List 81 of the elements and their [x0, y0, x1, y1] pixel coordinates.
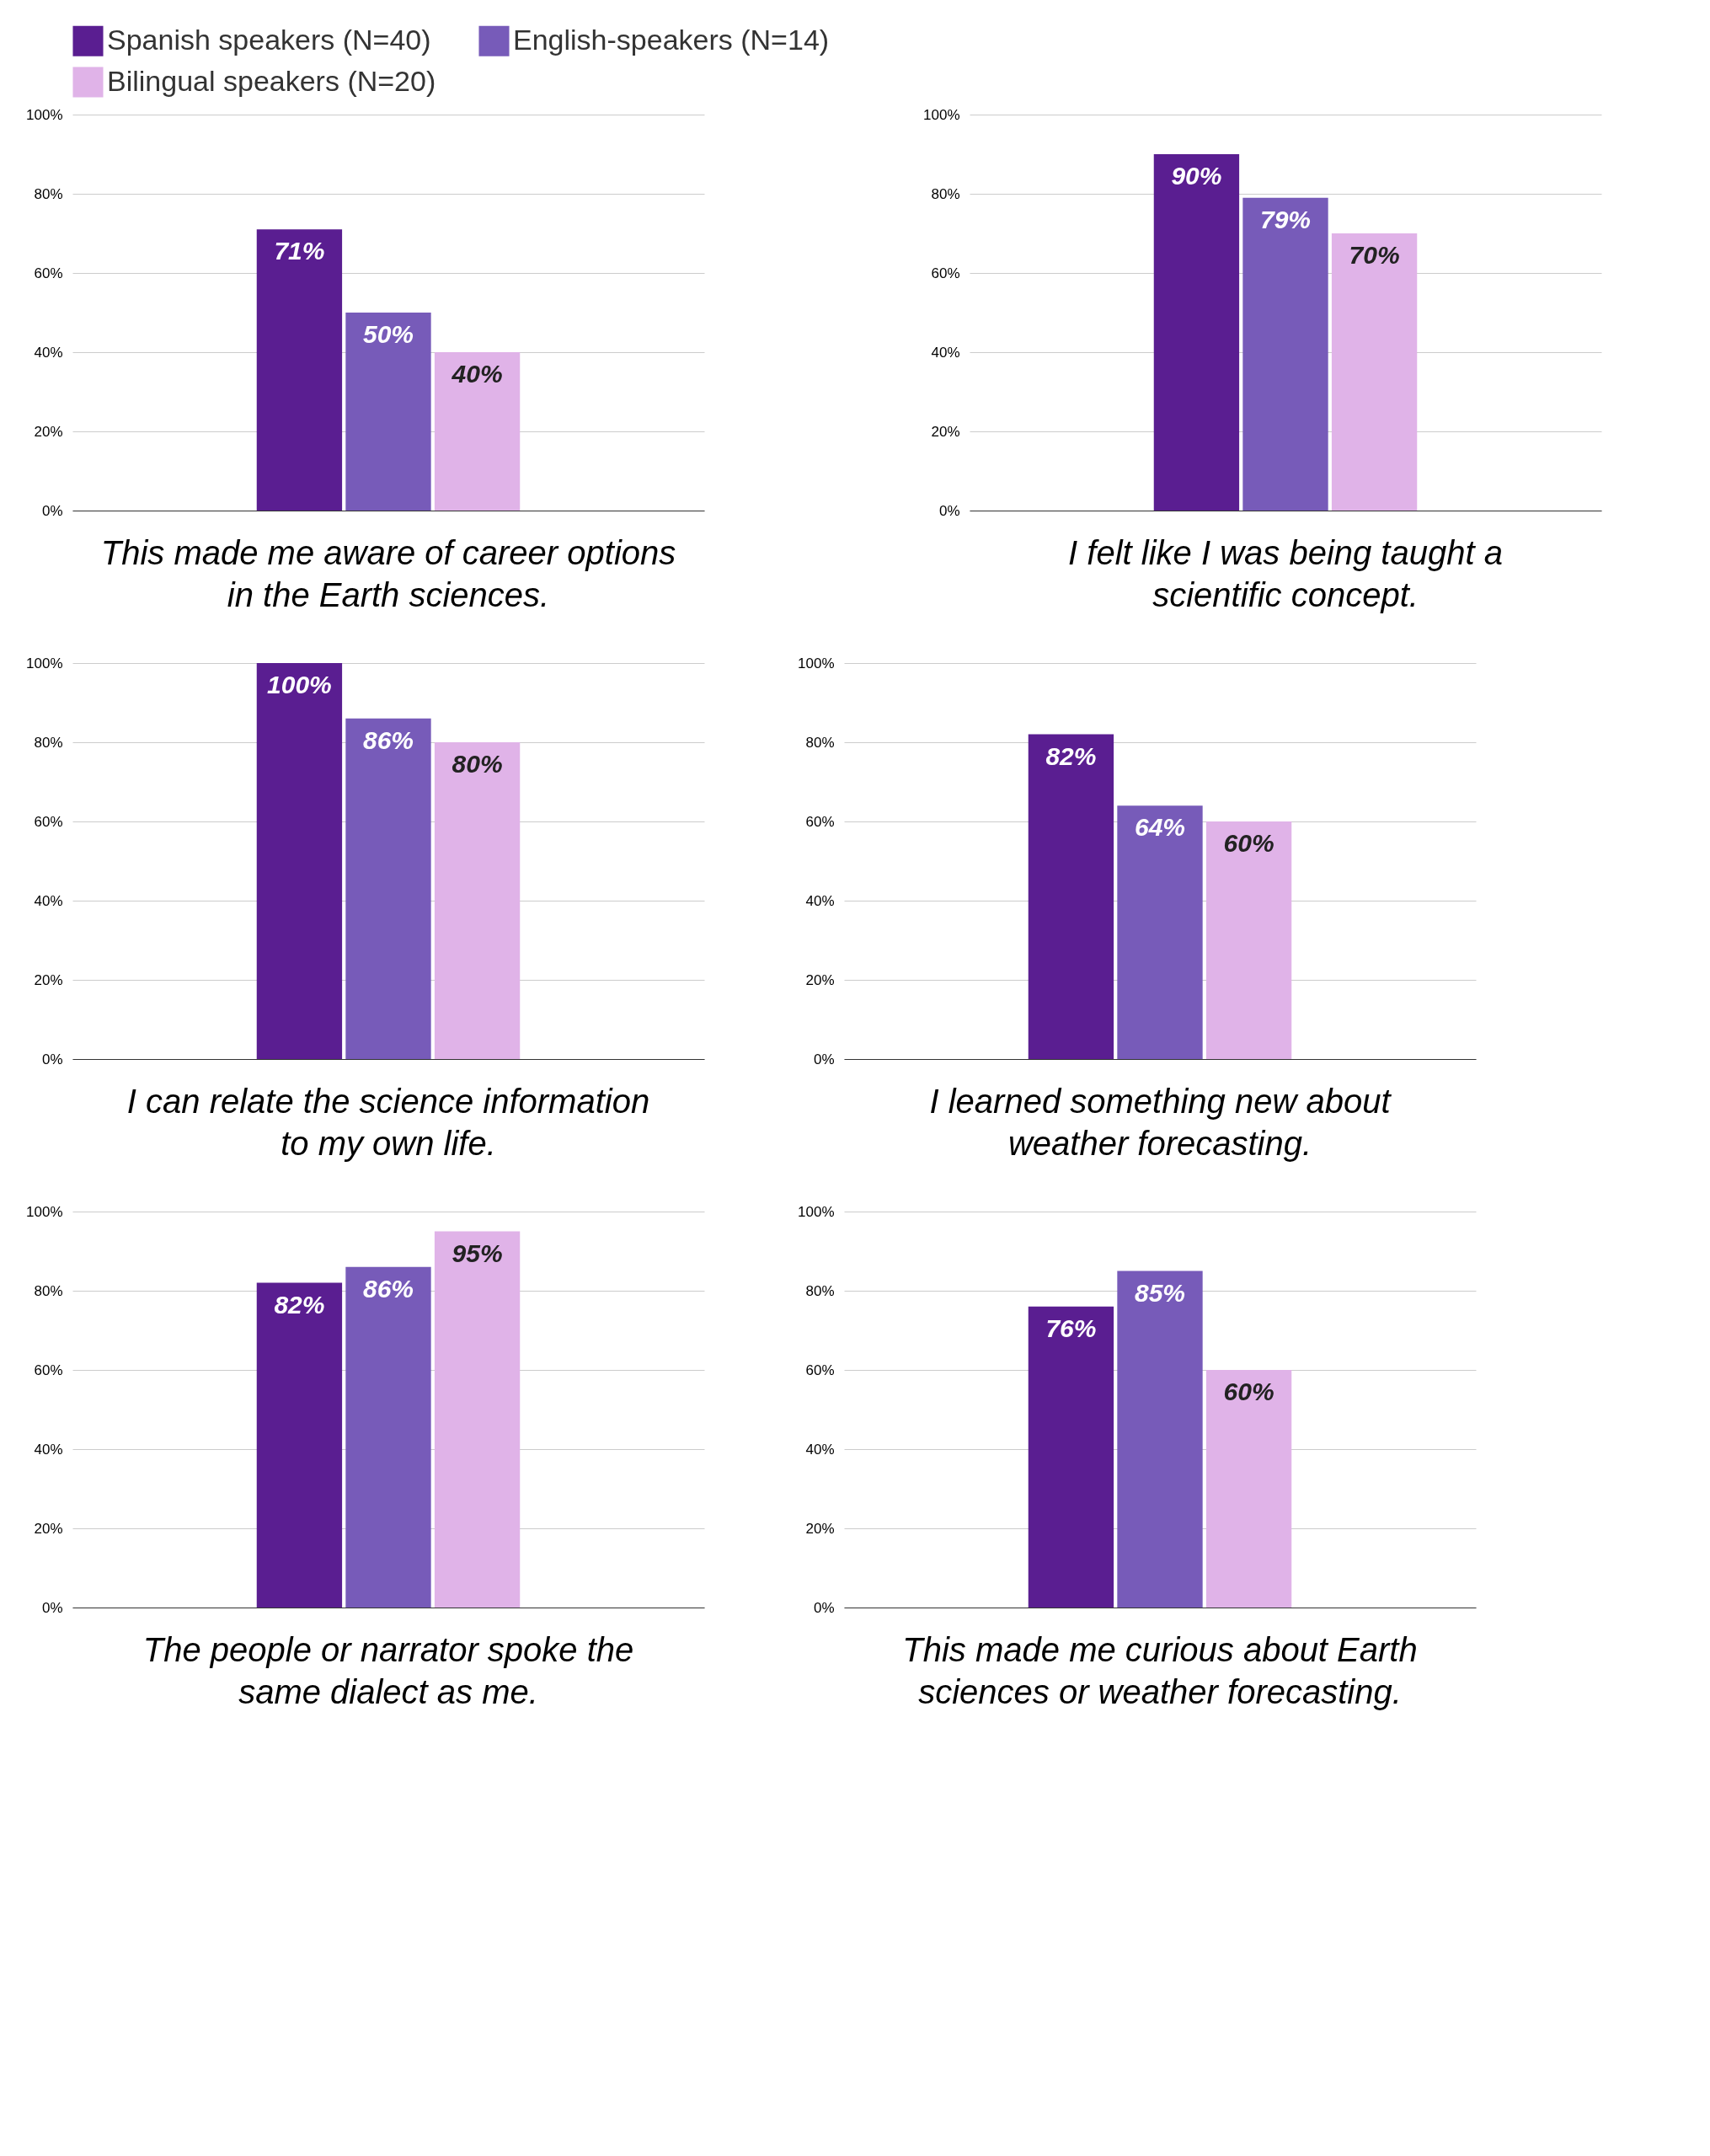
y-tick-label: 80% — [805, 1282, 835, 1299]
bar — [256, 1282, 343, 1608]
y-tick-label: 80% — [34, 1282, 63, 1299]
y-tick-label: 80% — [34, 185, 63, 202]
bar — [434, 742, 521, 1059]
data-label: 60% — [1223, 1378, 1274, 1405]
data-label: 79% — [1259, 205, 1312, 233]
bar — [1117, 805, 1203, 1059]
data-label: 86% — [362, 1274, 414, 1303]
data-label: 64% — [1134, 813, 1186, 842]
y-tick-label: 100% — [798, 1203, 835, 1220]
y-tick-label: 100% — [26, 1203, 63, 1220]
bar — [1205, 821, 1292, 1059]
data-label: 82% — [1045, 741, 1097, 770]
y-tick-label: 40% — [34, 344, 63, 361]
y-tick-label: 0% — [813, 1599, 835, 1616]
y-tick-label: 40% — [34, 892, 63, 909]
bar — [1205, 1370, 1292, 1608]
bar — [345, 313, 431, 511]
y-tick-label: 20% — [931, 423, 960, 440]
y-tick-label: 80% — [805, 734, 835, 751]
y-tick-label: 0% — [41, 1599, 63, 1616]
data-label: 82% — [274, 1290, 325, 1319]
text: I can relate the science information to my own life. — [126, 1083, 650, 1162]
bar — [345, 718, 431, 1059]
data-label: 50% — [362, 320, 414, 348]
y-tick-label: 60% — [34, 1362, 63, 1378]
y-tick-label: 60% — [34, 813, 63, 830]
text: This made me curious about Earth sciences or weather forecasting. — [902, 1631, 1418, 1710]
y-tick-label: 100% — [798, 655, 835, 671]
bar — [1331, 233, 1418, 511]
legend-label: Bilingual speakers (N=20) — [107, 64, 436, 97]
bar — [1028, 1306, 1114, 1608]
bar — [345, 1266, 431, 1608]
data-label: 90% — [1171, 162, 1222, 190]
text: I learned something new about weather forecasting. — [929, 1083, 1392, 1162]
text: I felt like I was being taught a scientific concept. — [1068, 534, 1503, 613]
data-label: 70% — [1349, 241, 1400, 269]
y-tick-label: 60% — [805, 813, 835, 830]
bar — [1028, 734, 1114, 1059]
y-tick-label: 40% — [805, 1441, 835, 1458]
y-tick-label: 0% — [938, 502, 960, 519]
bar — [1242, 197, 1328, 511]
legend-label: Spanish speakers (N=40) — [107, 23, 431, 56]
y-tick-label: 60% — [34, 265, 63, 281]
text: The people or narrator spoke the same dialect as me. — [142, 1631, 634, 1710]
data-label: 40% — [451, 360, 503, 388]
data-label: 95% — [452, 1238, 503, 1267]
y-tick-label: 20% — [34, 1520, 63, 1537]
data-label: 80% — [452, 750, 503, 778]
data-label: 85% — [1134, 1278, 1186, 1307]
data-label: 60% — [1223, 829, 1274, 857]
y-tick-label: 80% — [34, 734, 63, 751]
y-tick-label: 20% — [805, 1520, 835, 1537]
y-tick-label: 20% — [34, 971, 63, 988]
y-tick-label: 40% — [34, 1441, 63, 1458]
bar — [1117, 1271, 1203, 1608]
y-tick-label: 40% — [931, 344, 960, 361]
y-tick-label: 60% — [931, 265, 960, 281]
data-label: 86% — [362, 725, 414, 754]
y-tick-label: 0% — [813, 1051, 835, 1067]
y-tick-label: 0% — [41, 502, 63, 519]
bar — [256, 229, 343, 511]
y-tick-label: 80% — [931, 185, 960, 202]
y-tick-label: 0% — [41, 1051, 63, 1067]
bar — [256, 663, 343, 1059]
y-tick-label: 20% — [34, 423, 63, 440]
bar — [434, 1231, 521, 1608]
bar — [434, 352, 521, 511]
data-label: 100% — [267, 671, 332, 698]
y-tick-label: 20% — [805, 971, 835, 988]
y-tick-label: 100% — [26, 106, 63, 123]
bar — [1153, 154, 1240, 511]
y-tick-label: 60% — [805, 1362, 835, 1378]
legend-label: English-speakers (N=14) — [513, 23, 830, 56]
y-tick-label: 100% — [26, 655, 63, 671]
y-tick-label: 40% — [805, 892, 835, 909]
data-label: 71% — [274, 237, 325, 265]
data-label: 76% — [1045, 1313, 1097, 1342]
text: This made me aware of career options in the Earth sciences. — [100, 534, 676, 613]
y-tick-label: 100% — [923, 106, 960, 123]
